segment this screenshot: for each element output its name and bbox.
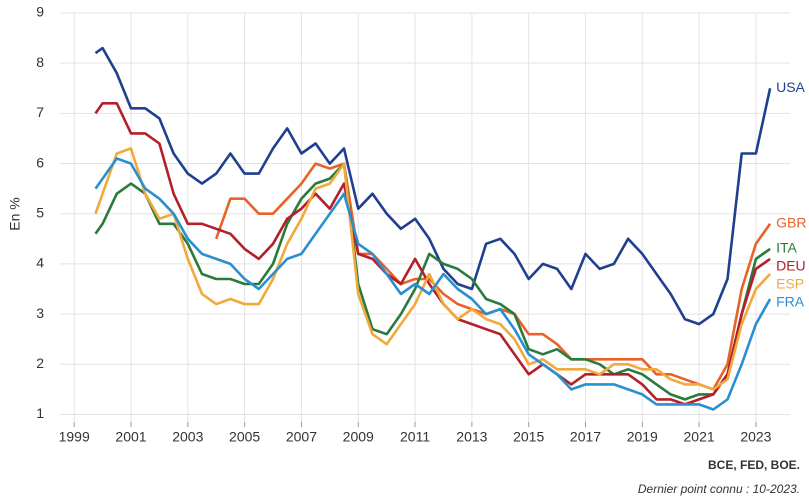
x-tick-label: 2001: [115, 429, 146, 445]
x-tick-label: 2009: [343, 429, 374, 445]
line-series: [214, 162, 772, 391]
x-tick-label: 2011: [400, 429, 430, 445]
y-tick-label: 4: [36, 255, 44, 271]
y-tick-label: 1: [36, 405, 44, 421]
line-series: [94, 147, 772, 391]
y-tick-label: 2: [36, 355, 44, 371]
source: BCE, FED, BOE.: [708, 458, 800, 472]
y-tick-label: 7: [36, 104, 44, 120]
legend-label: FRA: [776, 294, 805, 310]
x-tick-label: 2013: [456, 429, 487, 445]
x-tick-label: 2015: [513, 429, 544, 445]
x-tick-label: 2021: [684, 429, 715, 445]
line-series: [94, 46, 772, 326]
line-series: [94, 162, 771, 401]
x-tick-label: 2017: [570, 429, 601, 445]
x-tick-label: 2019: [627, 429, 658, 445]
y-tick-label: 6: [36, 154, 44, 170]
x-tick-label: 2003: [172, 429, 203, 445]
legend-label: ITA: [776, 240, 797, 256]
y-axis-label: En %: [7, 197, 23, 230]
y-tick-label: 8: [36, 54, 44, 70]
x-tick-label: 2023: [740, 429, 771, 445]
x-tick-label: 1999: [59, 429, 90, 445]
y-tick-label: 5: [36, 204, 44, 220]
legend-label: GBR: [776, 214, 806, 230]
y-tick-label: 9: [36, 4, 44, 20]
legend-label: DEU: [776, 258, 806, 274]
y-tick-label: 3: [36, 305, 44, 321]
note: Dernier point connu : 10-2023.: [638, 482, 800, 496]
line-series: [94, 102, 771, 406]
line-series: [94, 157, 772, 411]
x-tick-label: 2007: [286, 429, 317, 445]
legend-label: ESP: [776, 276, 804, 292]
x-tick-label: 2005: [229, 429, 260, 445]
legend-label: USA: [776, 79, 805, 95]
